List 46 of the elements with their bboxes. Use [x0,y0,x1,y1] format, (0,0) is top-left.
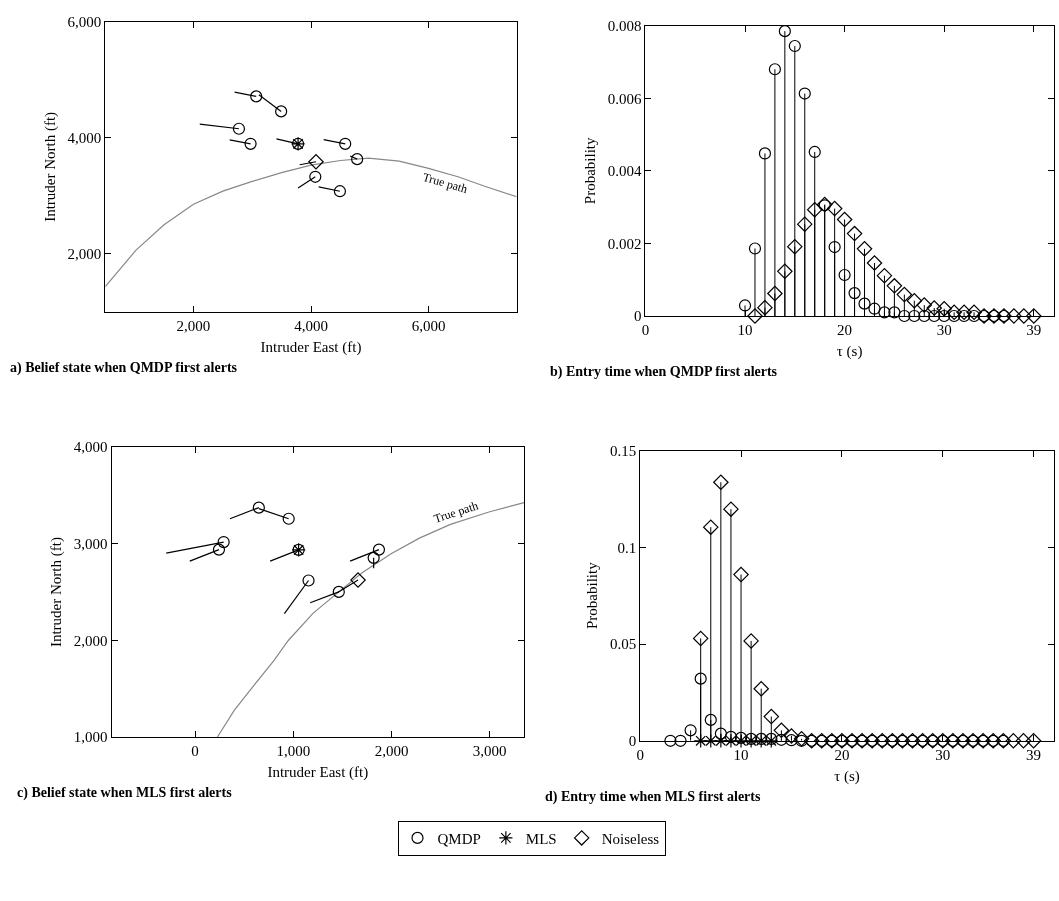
x-tick-label: 30 [935,746,951,763]
y-axis-title: Intruder North (ft) [41,111,59,222]
x-tick-label: 39 [1026,321,1042,338]
text: c) Belief state when MLS first alerts [17,785,233,801]
x-axis-title: τ (s) [834,767,860,785]
x-tick-label: 30 [936,321,952,338]
y-tick-label: 1,000 [73,729,108,746]
y-tick-label: 4,000 [67,130,102,147]
y-tick-label: 2,000 [73,632,108,649]
y-tick-label: 2,000 [67,245,102,262]
y-tick-label: 0.006 [607,90,642,107]
y-axis-title: Intruder North (ft) [48,537,66,648]
legend-label: Noiseless [601,830,660,847]
y-tick-label: 6,000 [67,14,102,31]
y-tick-label: 0.002 [607,235,642,252]
y-tick-label: 0.008 [607,17,642,34]
x-tick-label: 20 [837,321,853,338]
x-tick-label: 4,000 [294,317,328,334]
y-tick-label: 0.15 [609,442,637,459]
text: d) Entry time when MLS first alerts [545,789,761,805]
y-tick-label: 4,000 [73,439,108,456]
annotation: True path [421,169,470,197]
x-tick-label: 2,000 [176,317,211,334]
x-tick-label: 0 [191,743,199,760]
text: b) Entry time when QMDP first alerts [550,364,778,380]
x-tick-label: 2,000 [374,743,409,760]
x-axis-title: Intruder East (ft) [260,338,362,356]
x-tick-label: 10 [737,321,753,338]
x-tick-label: 3,000 [472,743,507,760]
x-tick-label: 20 [834,746,850,763]
y-tick-label: 0.1 [617,539,637,556]
x-tick-label: 1,000 [276,743,311,760]
y-tick-label: 0.004 [607,163,642,180]
y-tick-label: 0.05 [609,636,637,653]
text: a) Belief state when QMDP first alerts [10,360,238,376]
y-tick-label: 3,000 [73,535,108,552]
x-tick-label: 39 [1026,746,1042,763]
legend-label: QMDP [437,830,481,847]
x-tick-label: 6,000 [411,317,446,334]
x-axis-title: τ (s) [836,342,863,360]
annotation: True path [431,498,480,526]
y-axis-title: Probability [584,561,601,629]
legend-label: MLS [525,830,557,847]
y-axis-title: Probability [581,137,598,205]
x-tick-label: 10 [733,746,749,763]
x-axis-title: Intruder East (ft) [267,764,369,782]
